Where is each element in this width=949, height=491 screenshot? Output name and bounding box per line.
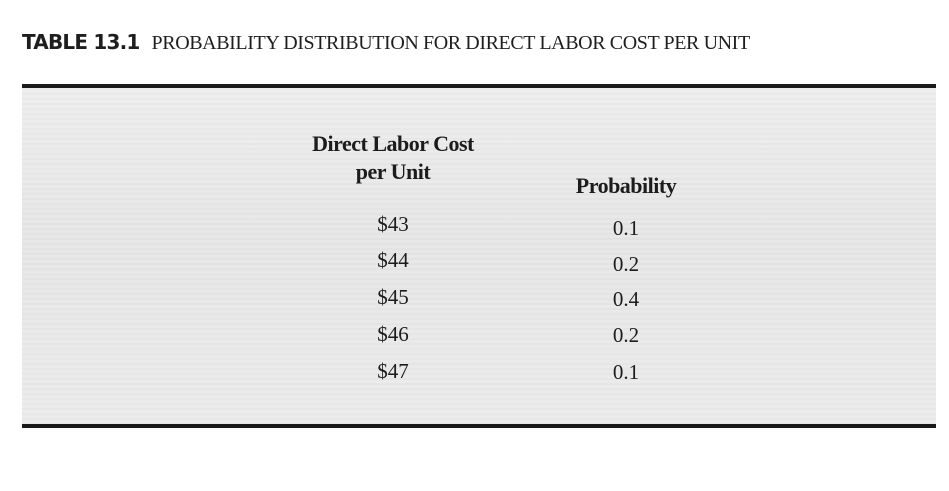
probability-cell: 0.4	[612, 287, 640, 311]
bottom-rule	[22, 424, 936, 428]
probability-cell: 0.1	[612, 360, 640, 384]
probability-cell: 0.1	[612, 216, 640, 240]
header-cost-line1: Direct Labor Cost	[312, 131, 474, 156]
table-number: TABLE 13.1	[22, 30, 140, 54]
table-title: PROBABILITY DISTRIBUTION FOR DIRECT LABO…	[151, 32, 751, 54]
table-caption: TABLE 13.1 PROBABILITY DISTRIBUTION FOR D…	[22, 30, 750, 60]
top-rule	[22, 84, 936, 88]
probability-cell: 0.2	[612, 252, 640, 276]
cost-cell: $46	[377, 322, 409, 346]
cost-cell: $43	[377, 212, 409, 236]
header-probability: Probability	[575, 173, 677, 198]
cost-cell: $47	[377, 359, 409, 383]
header-direct-labor-cost: Direct Labor Cost per Unit	[284, 130, 502, 186]
probability-cell: 0.2	[612, 323, 640, 347]
table-body: Direct Labor Cost per Unit Probability $…	[22, 88, 936, 424]
cost-cell: $45	[377, 285, 409, 309]
header-cost-line2: per Unit	[355, 159, 431, 184]
cost-cell: $44	[377, 248, 409, 272]
